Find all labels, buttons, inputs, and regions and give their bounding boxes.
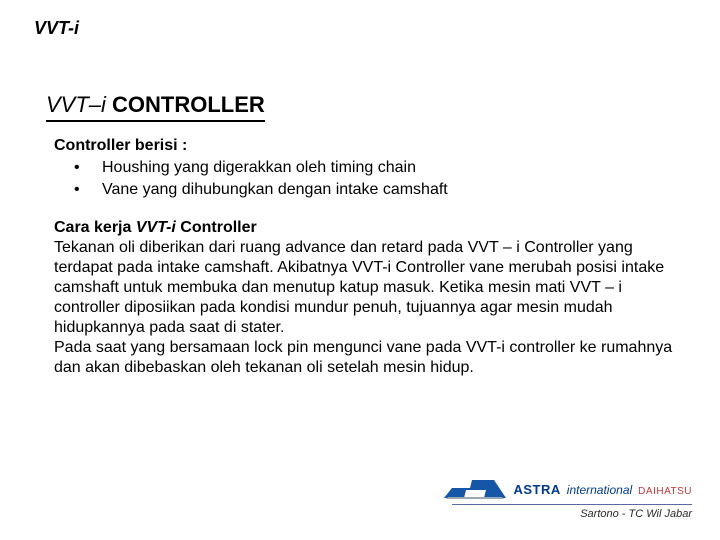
body-content: Controller berisi : Houshing yang digera…	[54, 136, 676, 378]
astra-logo-icon	[444, 478, 506, 500]
international-word: international	[567, 483, 632, 497]
section2-heading-vvti: VVT-i	[136, 219, 176, 236]
logo-text: ASTRA international DAIHATSU	[514, 482, 693, 497]
daihatsu-word: DAIHATSU	[638, 486, 692, 497]
section2-heading-suffix: Controller	[176, 219, 257, 236]
title-rest: CONTROLLER	[106, 92, 265, 117]
astra-word: ASTRA	[514, 482, 561, 497]
author-credit: Sartono - TC Wil Jabar	[444, 508, 693, 520]
section2-paragraph: Tekanan oli diberikan dari ruang advance…	[54, 238, 676, 378]
header-brand: VVT-i	[34, 18, 79, 39]
bullet-list: Houshing yang digerakkan oleh timing cha…	[74, 158, 676, 200]
section2-heading: Cara kerja VVT-i Controller	[54, 218, 676, 238]
logo-row: ASTRA international DAIHATSU	[444, 478, 693, 500]
section2-heading-prefix: Cara kerja	[54, 219, 136, 236]
footer-divider	[452, 504, 692, 505]
section1-heading: Controller berisi :	[54, 136, 676, 156]
slide: VVT-i VVT–i CONTROLLER Controller berisi…	[0, 0, 720, 540]
page-title: VVT–i CONTROLLER	[46, 92, 265, 122]
footer: ASTRA international DAIHATSU Sartono - T…	[444, 478, 693, 520]
title-prefix: VVT–i	[46, 92, 106, 117]
list-item: Vane yang dihubungkan dengan intake cams…	[74, 180, 676, 200]
list-item: Houshing yang digerakkan oleh timing cha…	[74, 158, 676, 178]
